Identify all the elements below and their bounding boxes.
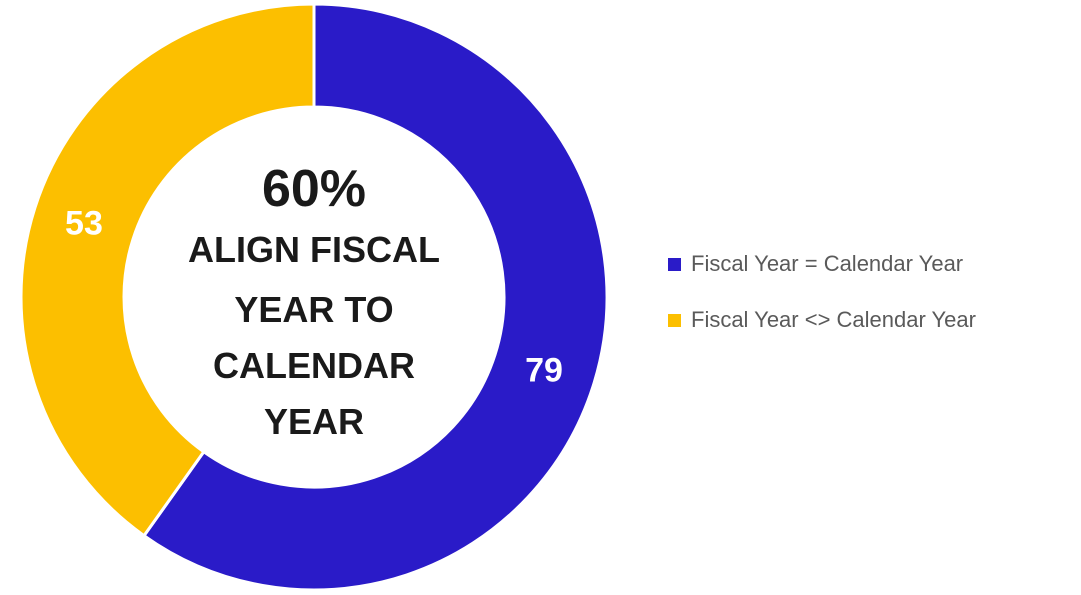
legend-label: Fiscal Year = Calendar Year — [691, 251, 964, 276]
legend-item-fiscal-not-calendar: Fiscal Year <> Calendar Year — [668, 303, 976, 337]
slice-value-label-1: 53 — [65, 204, 103, 242]
center-line-4: YEAR — [264, 401, 364, 442]
donut-slice-0 — [141, 2, 609, 592]
center-line-2: YEAR TO — [234, 289, 393, 330]
donut-chart: 79 53 60% ALIGN FISCAL YEAR TO CALENDAR Y… — [19, 2, 609, 592]
legend-label: Fiscal Year <> Calendar Year — [691, 307, 976, 332]
center-line-3: CALENDAR — [213, 345, 415, 386]
legend-item-fiscal-equals-calendar: Fiscal Year = Calendar Year — [668, 247, 976, 281]
center-line-1: ALIGN FISCAL — [188, 229, 440, 270]
legend-swatch-yellow — [668, 313, 681, 327]
legend-swatch-blue — [668, 257, 681, 271]
center-caption: 60% ALIGN FISCAL YEAR TO CALENDAR YEAR — [188, 160, 440, 442]
center-percent: 60% — [262, 160, 366, 218]
chart-legend: Fiscal Year = Calendar Year Fiscal Year … — [668, 247, 976, 359]
slice-value-labels: 79 53 — [65, 204, 563, 389]
slice-value-label-0: 79 — [525, 352, 563, 390]
donut-slice-1 — [19, 2, 316, 538]
donut-slices — [19, 2, 609, 592]
